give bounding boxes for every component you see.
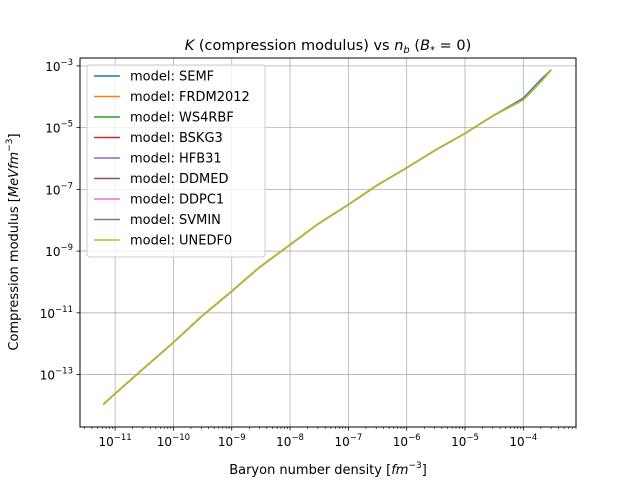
x-axis-ticks: 10−11 10−10 10−9 10−8 10−7 10−6 10−5 10−4 — [98, 427, 537, 449]
legend-entry: model: WS4RBF — [130, 111, 234, 126]
x-tick-label: 10−4 — [509, 433, 537, 449]
legend-entry: model: BSKG3 — [130, 131, 223, 146]
y-tick-label: 10−3 — [45, 58, 73, 74]
legend-box — [86, 64, 266, 258]
y-tick-label: 10−7 — [45, 181, 73, 197]
legend-entry: model: UNEDF0 — [130, 234, 232, 249]
series-line-8 — [102, 69, 552, 405]
legend-entry: model: DDPC1 — [130, 193, 224, 208]
legend-entry: model: SEMF — [130, 70, 214, 85]
chart-title: K (compression modulus) vs nb (B* = 0) — [185, 38, 472, 56]
y-tick-label: 10−13 — [40, 367, 73, 383]
y-axis-label: Compression modulus [MeVfm−3] — [5, 133, 22, 350]
legend-entry: model: DDMED — [130, 172, 228, 187]
x-tick-label: 10−5 — [451, 433, 479, 449]
x-tick-label: 10−10 — [157, 433, 190, 449]
series-lines — [102, 69, 552, 405]
legend-entry: model: SVMIN — [130, 213, 221, 228]
y-tick-label: 10−11 — [40, 305, 73, 321]
legend-entry: model: FRDM2012 — [130, 90, 250, 105]
x-tick-label: 10−7 — [334, 433, 362, 449]
legend-entry: model: HFB31 — [130, 152, 222, 167]
x-tick-label: 10−6 — [393, 433, 421, 449]
x-tick-label: 10−9 — [218, 433, 246, 449]
y-axis-ticks: 10−13 10−11 10−9 10−7 10−5 10−3 — [40, 58, 80, 383]
y-tick-label: 10−5 — [45, 120, 73, 136]
x-axis-label: Baryon number density [fm−3] — [229, 461, 427, 478]
x-tick-label: 10−8 — [276, 433, 304, 449]
x-tick-label: 10−11 — [98, 433, 131, 449]
axes-frame — [79, 57, 577, 428]
legend: model: SEMF model: FRDM2012 model: WS4RBF m… — [86, 64, 266, 258]
y-tick-label: 10−9 — [45, 243, 73, 259]
